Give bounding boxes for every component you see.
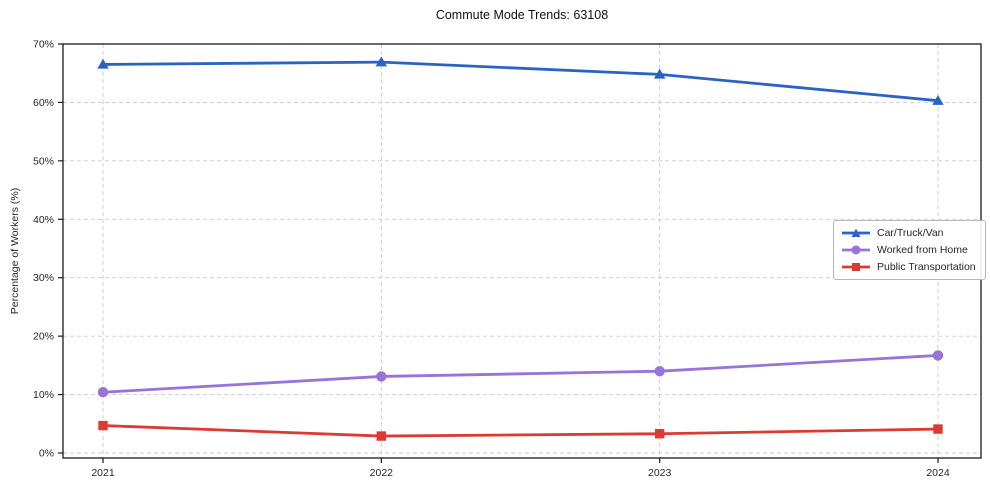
y-tick-label-60: 60%	[33, 97, 54, 109]
marker-car-truck-van-2023	[653, 68, 666, 79]
marker-public-transportation-2021	[98, 420, 108, 431]
y-tick-label-40: 40%	[33, 214, 54, 226]
marker-worked-from-home-2023	[654, 366, 665, 377]
marker-worked-from-home-2024	[932, 350, 944, 361]
marker-worked-from-home-2021	[97, 387, 109, 398]
legend-item-label: Public Transportation	[877, 261, 976, 273]
marker-car-truck-van-2022	[375, 56, 388, 67]
marker-worked-from-home-2022	[376, 371, 387, 382]
marker-public-transportation-2022	[376, 431, 387, 441]
x-tick-label-2023: 2023	[648, 467, 672, 479]
legend: Car/Truck/Van Worked from Home Public Tran…	[833, 220, 986, 280]
legend-circle-sample-icon	[842, 245, 870, 255]
marker-public-transportation-2024	[933, 424, 943, 434]
legend-item-public-transportation: Public Transportation	[841, 260, 976, 274]
y-tick-label-30: 30%	[33, 272, 54, 284]
legend-square-sample-icon	[842, 263, 870, 271]
x-tick-label-2022: 2022	[370, 467, 394, 479]
y-tick-label-20: 20%	[33, 331, 54, 343]
legend-triangle-sample-icon	[842, 228, 870, 237]
series-line-public-transportation	[101, 424, 940, 438]
chart-title: Commute Mode Trends: 63108	[435, 8, 609, 22]
series-line-worked-from-home	[101, 354, 940, 394]
x-tick-label-2024: 2024	[926, 467, 950, 479]
y-tick-label-50: 50%	[33, 155, 54, 167]
y-tick-label-70: 70%	[33, 39, 54, 51]
marker-public-transportation-2023	[654, 429, 665, 439]
y-axis-label: Percentage of Workers (%)	[9, 187, 21, 315]
marker-car-truck-van-2021	[97, 58, 109, 69]
legend-item-worked-from-home: Worked from Home	[841, 243, 976, 257]
legend-item-car-truck-van: Car/Truck/Van	[841, 226, 976, 240]
x-tick-label-2021: 2021	[91, 467, 115, 479]
y-tick-label-10: 10%	[33, 389, 54, 401]
y-tick-label-0: 0%	[39, 448, 54, 460]
legend-item-label: Worked from Home	[877, 244, 968, 256]
marker-car-truck-van-2024	[932, 94, 944, 105]
series-line-car-truck-van	[101, 60, 940, 103]
legend-item-label: Car/Truck/Van	[877, 227, 944, 239]
